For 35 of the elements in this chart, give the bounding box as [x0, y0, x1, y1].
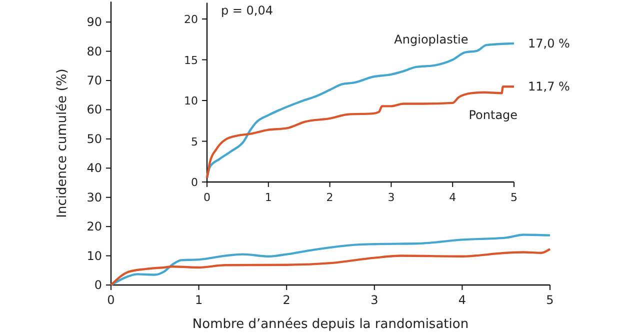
annotation: 17,0 %: [528, 36, 570, 50]
y-tick-label: 0: [94, 278, 102, 292]
y-tick-label: 40: [86, 161, 102, 176]
x-tick-label: 2: [282, 293, 290, 307]
x-tick-label: 4: [458, 293, 466, 307]
x-axis-title: Nombre d’années depuis la randomisation: [192, 317, 469, 332]
x-tick-label: 3: [370, 293, 378, 307]
x-tick-label: 0: [107, 293, 115, 307]
y-tick-label: 10: [86, 248, 102, 263]
y-tick-label: 20: [86, 220, 102, 234]
y-tick-label: 0: [191, 176, 198, 189]
x-tick-label: 5: [546, 293, 554, 307]
annotation: 11,7 %: [528, 80, 570, 94]
x-tick-label: 1: [194, 293, 203, 307]
y-tick-label: 10: [184, 94, 198, 108]
y-tick-label: 70: [86, 73, 102, 88]
y-tick-label: 50: [86, 132, 102, 146]
x-tick-label: 2: [326, 191, 334, 204]
x-tick-label: 0: [204, 191, 210, 204]
x-tick-label: 3: [388, 191, 395, 204]
series-label: Angioplastie: [394, 32, 468, 46]
y-tick-label: 60: [86, 102, 102, 117]
line-series: [206, 86, 516, 180]
y-tick-label: 15: [184, 54, 198, 67]
y-axis-title: Incidence cumulée (%): [55, 68, 70, 218]
y-tick-label: 30: [86, 190, 102, 204]
series-label: Pontage: [468, 108, 518, 122]
annotation: p = 0,04: [221, 4, 274, 18]
y-tick-label: 90: [86, 15, 102, 30]
x-tick-label: 5: [510, 191, 518, 204]
y-tick-label: 5: [191, 135, 198, 148]
y-tick-label: 80: [86, 44, 102, 58]
x-tick-label: 1: [264, 191, 272, 204]
x-tick-label: 4: [449, 191, 456, 204]
y-tick-label: 20: [184, 13, 198, 26]
